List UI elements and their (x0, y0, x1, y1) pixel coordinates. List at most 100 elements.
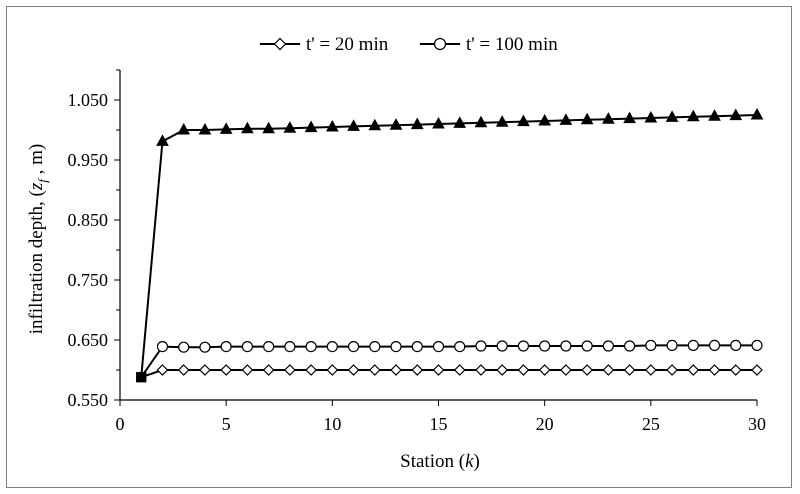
data-point-triangle (410, 117, 424, 130)
data-point-diamond (751, 364, 763, 376)
data-point-circle (730, 339, 742, 351)
data-point-circle (602, 340, 614, 352)
data-point-triangle (347, 119, 360, 131)
legend: t' = 20 min t' = 100 min (260, 34, 558, 55)
data-point-diamond (623, 364, 636, 376)
data-point-circle (666, 339, 678, 351)
data-point-diamond (453, 364, 466, 376)
data-point-diamond (347, 364, 360, 376)
y-tick-label: 0.550 (68, 390, 109, 410)
data-point-circle (432, 341, 445, 353)
data-point-circle (369, 341, 381, 353)
data-point-triangle (495, 115, 509, 127)
data-point-triangle (474, 115, 488, 128)
data-point-triangle (198, 122, 212, 135)
data-point-triangle (750, 107, 764, 120)
x-tick-label: 25 (642, 414, 660, 434)
data-point-diamond (496, 364, 509, 376)
data-point-circle (687, 339, 699, 351)
data-point-circle (517, 340, 530, 352)
data-point-diamond (326, 364, 339, 376)
x-tick-label: 20 (536, 414, 554, 434)
data-point-triangle (559, 113, 573, 125)
legend-marker-circle (433, 37, 447, 51)
data-point-diamond (432, 364, 445, 376)
data-point-diamond (411, 364, 424, 376)
data-point-diamond (729, 364, 742, 376)
data-point-circle (454, 341, 466, 353)
data-point-circle (560, 340, 572, 352)
data-point-diamond (177, 364, 190, 376)
x-tick-label: 0 (116, 414, 125, 434)
data-point-diamond (581, 364, 593, 376)
y-tick-label: 0.850 (68, 210, 109, 230)
data-point-triangle (241, 121, 254, 134)
data-point-triangle (304, 120, 318, 133)
data-point-circle (708, 339, 721, 351)
data-point-diamond (666, 364, 678, 376)
data-point-diamond (262, 364, 275, 376)
series-diamond (136, 364, 763, 383)
x-tick-label: 5 (222, 414, 231, 434)
data-point-circle (284, 341, 296, 353)
y-tick-label: 0.750 (68, 270, 109, 290)
data-point-triangle (623, 111, 636, 124)
data-point-triangle (156, 134, 169, 146)
data-point-circle (305, 341, 317, 353)
data-point-triangle (644, 110, 658, 123)
data-point-triangle (262, 121, 275, 134)
data-point-diamond (199, 364, 211, 376)
data-point-circle (496, 340, 508, 352)
x-axis-label: Station (k) (400, 451, 480, 472)
data-point-triangle (368, 118, 382, 131)
data-point-triangle (708, 109, 721, 121)
series-circle (136, 339, 763, 383)
data-point-diamond (687, 364, 700, 376)
series-line-circle (140, 344, 757, 378)
legend-label-circle: t' = 100 min (466, 34, 558, 55)
data-point-circle (156, 341, 169, 353)
series-line-triangle (140, 114, 758, 378)
data-point-circle (751, 339, 763, 351)
y-axis-ticks: 0.550 0.650 0.750 0.850 0.950 1.050 (68, 69, 120, 410)
data-point-triangle (177, 122, 191, 135)
data-point-circle (326, 341, 338, 353)
data-point-circle (539, 340, 551, 352)
data-point-triangle (432, 116, 445, 129)
data-point-diamond (538, 364, 551, 376)
data-point-circle (220, 341, 232, 353)
data-point-circle (475, 340, 487, 352)
data-point-triangle (283, 121, 297, 133)
data-point-circle (178, 341, 190, 353)
data-point-triangle (729, 108, 743, 121)
data-point-diamond (241, 364, 254, 376)
data-point-triangle (325, 119, 339, 132)
data-point-triangle (602, 112, 615, 124)
data-point-diamond (390, 364, 402, 376)
data-point-circle (347, 341, 360, 353)
data-point-triangle (389, 118, 403, 130)
series-layer (136, 107, 764, 383)
data-point-triangle (136, 372, 147, 383)
chart-frame (6, 6, 792, 488)
x-axis-ticks: 0 5 10 15 20 25 30 (116, 400, 766, 434)
data-point-circle (390, 341, 402, 353)
data-point-circle (263, 341, 275, 353)
data-point-circle (623, 340, 636, 352)
x-tick-label: 30 (748, 414, 766, 434)
y-tick-label: 0.950 (68, 150, 109, 170)
data-point-diamond (560, 364, 572, 376)
data-point-triangle (219, 122, 233, 134)
y-axis-label: infiltration depth, (zf , m) (26, 144, 50, 334)
data-point-triangle (665, 110, 679, 122)
data-point-diamond (305, 364, 317, 376)
data-point-diamond (156, 364, 169, 376)
data-point-diamond (284, 364, 296, 376)
data-point-triangle (517, 114, 530, 127)
data-point-diamond (602, 364, 615, 376)
x-tick-label: 10 (323, 414, 341, 434)
data-point-diamond (517, 364, 530, 376)
data-point-diamond (475, 364, 487, 376)
x-tick-label: 15 (430, 414, 448, 434)
